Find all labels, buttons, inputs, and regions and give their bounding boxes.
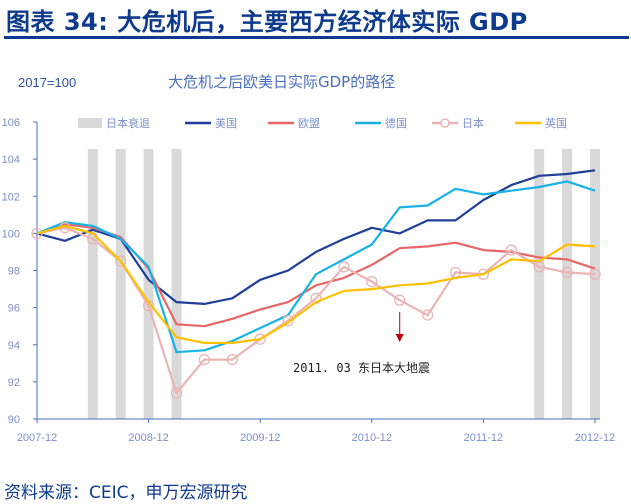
x-tick-label: 2011-12 (464, 432, 504, 444)
data-point (170, 387, 183, 399)
series-line-德国 (36, 180, 596, 354)
legend-label: 欧盟 (298, 117, 320, 130)
data-point (115, 255, 127, 267)
series-line-英国 (36, 224, 596, 344)
y-tick-label: 104 (2, 154, 20, 166)
data-point (505, 244, 517, 256)
series-line-美国 (36, 169, 596, 305)
data-point (226, 353, 238, 366)
annotation-arrowhead (395, 334, 404, 342)
y-tick-label: 96 (8, 303, 20, 315)
recession-bar (562, 149, 573, 419)
data-point (198, 353, 211, 366)
recession-bar (590, 149, 600, 419)
x-tick-label: 2009-12 (240, 432, 280, 444)
recession-bar (143, 149, 154, 419)
recession-bar (87, 149, 98, 419)
legend-label: 美国 (215, 117, 237, 130)
chart-title: 大危机之后欧美日实际GDP的路径 (168, 73, 395, 91)
data-point (366, 275, 378, 288)
y-tick-label: 92 (8, 377, 20, 389)
legend-label: 英国 (545, 116, 567, 130)
recession-bar (115, 149, 126, 419)
recession-bar (534, 149, 545, 419)
x-tick-label: 2008-12 (128, 432, 168, 444)
data-point (561, 266, 573, 279)
y-tick-label: 100 (2, 228, 20, 240)
unit-label: 2017=100 (18, 75, 76, 90)
data-point (421, 309, 434, 321)
recession-bar (171, 149, 182, 419)
y-tick-label: 98 (8, 266, 20, 278)
y-tick-label: 94 (8, 340, 20, 352)
data-point (31, 227, 43, 240)
title-divider (4, 36, 629, 39)
legend-label: 德国 (385, 116, 407, 130)
x-tick-label: 2010-12 (352, 432, 392, 444)
y-tick-label: 106 (2, 117, 20, 129)
data-point (589, 268, 601, 280)
legend-label: 日本 (462, 116, 484, 130)
data-point (338, 261, 350, 273)
annotation-label: 2011. 03 东日本大地震 (293, 361, 430, 375)
x-tick-label: 2012-12 (575, 432, 615, 444)
y-tick-label: 90 (8, 414, 20, 426)
data-point (282, 314, 294, 327)
legend-swatch-recession (78, 118, 102, 128)
x-tick-label: 2007-12 (17, 432, 57, 444)
source-note: 资料来源：CEIC，申万宏源研究 (4, 483, 248, 503)
legend-marker (440, 118, 450, 128)
y-tick-label: 102 (2, 191, 20, 203)
page-title: 图表 34: 大危机后，主要西方经济体实际 GDP (6, 8, 528, 36)
legend-label: 日本衰退 (106, 116, 150, 130)
data-point (394, 294, 406, 306)
chart: 2017=100 大危机之后欧美日实际GDP的路径 90 92 94 96 98 100 102… (2, 73, 616, 444)
